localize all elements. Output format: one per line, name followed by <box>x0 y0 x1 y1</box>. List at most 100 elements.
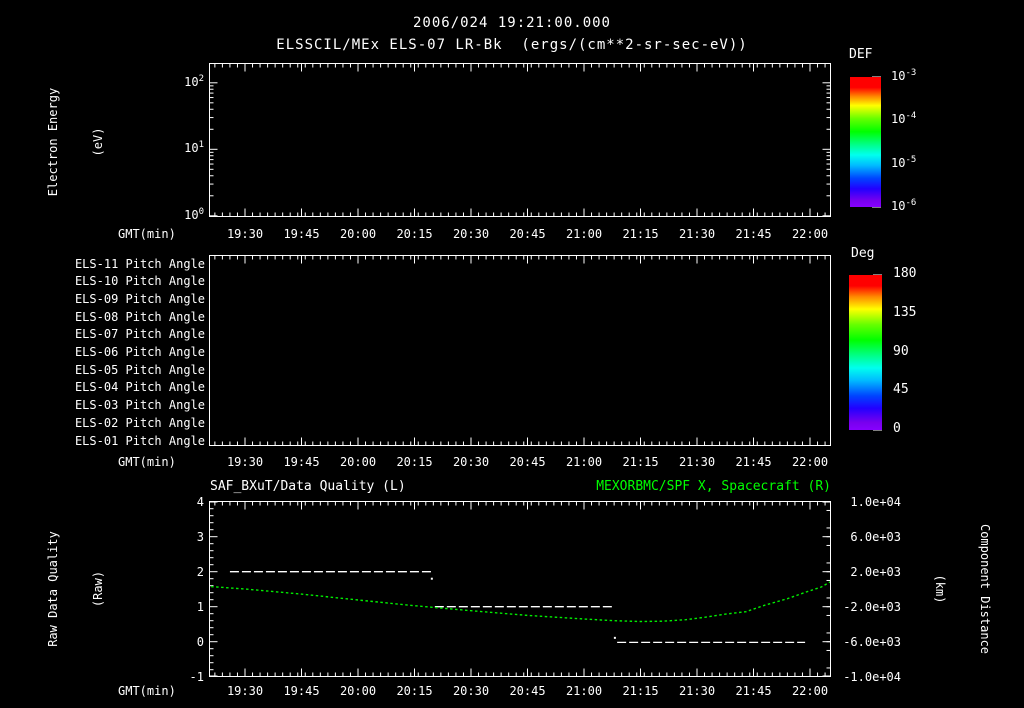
time-tick-label: 21:00 <box>565 227 603 241</box>
time-tick-label: 19:45 <box>283 684 320 698</box>
deg-colorbar <box>849 275 882 430</box>
quality-transition-dot <box>430 577 433 580</box>
def-colorbar-title: DEF <box>849 47 873 62</box>
raw-quality-axis-label: Raw Data Quality (Raw) <box>16 531 136 647</box>
energy-tick-label-exponent: 2 <box>198 73 204 84</box>
time-tick-label: 20:30 <box>452 684 490 698</box>
page-title: 2006/024 19:21:00.000 <box>412 15 611 31</box>
time-tick-label: 21:45 <box>735 684 772 698</box>
panel-frame-2 <box>209 255 831 446</box>
time-tick-label: 20:15 <box>396 455 433 469</box>
time-tick-label: 20:45 <box>509 227 546 241</box>
pitch-row-label: ELS-07 Pitch Angle <box>74 327 205 342</box>
component-distance-tick-label: 1.0e+04 <box>850 494 901 509</box>
deg-tick-label: 0 <box>893 421 901 436</box>
time-tick-label: 20:15 <box>396 684 433 698</box>
panel-frame-1 <box>209 63 831 217</box>
raw-quality-tick-label: 2 <box>196 564 204 579</box>
time-tick-label: 20:45 <box>509 684 546 698</box>
component-distance-tick-label: -6.0e+03 <box>843 634 901 649</box>
raw-quality-tick-label: 3 <box>196 529 204 544</box>
energy-tick-label-exponent: 0 <box>198 206 204 217</box>
energy-axis-label-line2: (eV) <box>91 127 105 157</box>
component-distance-axis-label: Component Distance (km) <box>902 524 1022 654</box>
component-distance-axis-label-line2: (km) <box>933 574 947 604</box>
time-tick-label: 21:15 <box>622 684 659 698</box>
energy-tick-label: 102 <box>184 73 204 89</box>
component-distance-tick-label: -1.0e+04 <box>843 669 901 684</box>
pitch-row-label: ELS-05 Pitch Angle <box>74 362 205 377</box>
energy-tick-label: 101 <box>184 140 204 156</box>
time-tick-label: 21:30 <box>678 455 716 469</box>
raw-quality-axis-label-line1: Raw Data Quality <box>46 531 60 647</box>
def-tick-label: 10-5 <box>891 154 917 170</box>
pitch-row-label: ELS-10 Pitch Angle <box>74 274 205 289</box>
raw-quality-axis-label-line2: (Raw) <box>91 570 105 608</box>
time-tick-label: 19:45 <box>283 455 320 469</box>
deg-tick-label: 45 <box>893 382 909 398</box>
panel-frame-3 <box>209 501 831 677</box>
def-tick-label-exponent: -5 <box>905 154 917 165</box>
def-tick-label-exponent: -3 <box>905 68 917 78</box>
time-tick-label: 20:45 <box>509 455 546 469</box>
component-distance-tick-label: -2.0e+03 <box>843 599 901 614</box>
time-tick-label: 19:30 <box>226 455 264 469</box>
time-tick-label: 20:00 <box>339 455 377 469</box>
pitch-row-label: ELS-08 Pitch Angle <box>74 309 205 324</box>
time-tick-label: 19:30 <box>226 227 264 241</box>
time-tick-label: 21:15 <box>622 455 659 469</box>
component-distance-axis-label-line1: Component Distance <box>978 523 992 655</box>
spacecraft-distance-curve <box>211 581 830 623</box>
time-tick-label: 21:30 <box>678 684 716 698</box>
gmt-axis-label-top: GMT(min) <box>118 227 176 241</box>
time-tick-label: 20:30 <box>452 227 490 241</box>
time-tick-label: 20:00 <box>339 684 377 698</box>
energy-tick-label: 100 <box>184 206 204 222</box>
deg-tick-label: 90 <box>893 343 909 359</box>
spacecraft-series-title: MEXORBMC/SPF X, Spacecraft (R) <box>596 479 831 494</box>
pitch-row-label: ELS-03 Pitch Angle <box>74 398 205 413</box>
gmt-axis-label-middle: GMT(min) <box>118 455 176 469</box>
pitch-row-label: ELS-06 Pitch Angle <box>74 345 205 359</box>
raw-quality-tick-label: -1 <box>189 669 204 684</box>
time-tick-label: 21:00 <box>565 455 603 469</box>
quality-series-title: SAF_BXuT/Data Quality (L) <box>210 479 406 494</box>
def-colorbar <box>850 77 881 207</box>
energy-axis-label-line1: Electron Energy <box>46 87 60 197</box>
pitch-row-label: ELS-09 Pitch Angle <box>74 291 205 306</box>
component-distance-tick-label: 2.0e+03 <box>850 564 901 579</box>
deg-colorbar-title: Deg <box>851 246 875 261</box>
def-tick-label-exponent: -6 <box>905 198 917 208</box>
gmt-axis-label-bottom: GMT(min) <box>118 684 176 698</box>
deg-tick-label: 180 <box>893 266 917 281</box>
quality-transition-dot <box>613 636 616 639</box>
time-tick-label: 21:45 <box>735 227 772 241</box>
time-tick-label: 21:00 <box>565 684 603 698</box>
pitch-row-label: ELS-02 Pitch Angle <box>74 415 205 430</box>
def-tick-label: 10-6 <box>891 198 917 214</box>
time-tick-label: 21:30 <box>678 227 716 241</box>
time-tick-label: 19:45 <box>283 227 320 241</box>
raw-quality-tick-label: 0 <box>196 634 204 649</box>
time-tick-label: 22:00 <box>791 455 829 469</box>
pitch-row-label: ELS-01 Pitch Angle <box>74 433 205 448</box>
deg-tick-label: 135 <box>893 304 917 320</box>
time-tick-label: 22:00 <box>791 227 829 241</box>
time-tick-label: 21:45 <box>735 455 772 469</box>
page-subtitle: ELSSCIL/MEx ELS-07 LR-Bk (ergs/(cm**2-sr… <box>276 37 748 53</box>
time-tick-label: 20:15 <box>396 227 433 241</box>
time-tick-label: 20:00 <box>339 227 377 241</box>
time-tick-label: 19:30 <box>226 684 264 698</box>
def-tick-label: 10-4 <box>891 111 917 127</box>
energy-axis-label: Electron Energy (eV) <box>16 88 136 196</box>
pitch-row-label: ELS-11 Pitch Angle <box>74 256 205 271</box>
energy-tick-label-exponent: 1 <box>198 140 204 151</box>
def-tick-label: 10-3 <box>891 68 917 84</box>
time-tick-label: 21:15 <box>622 227 659 241</box>
def-tick-label-exponent: -4 <box>905 111 917 122</box>
raw-quality-tick-label: 4 <box>196 494 204 509</box>
raw-quality-tick-label: 1 <box>196 599 204 614</box>
component-distance-tick-label: 6.0e+03 <box>850 529 901 544</box>
